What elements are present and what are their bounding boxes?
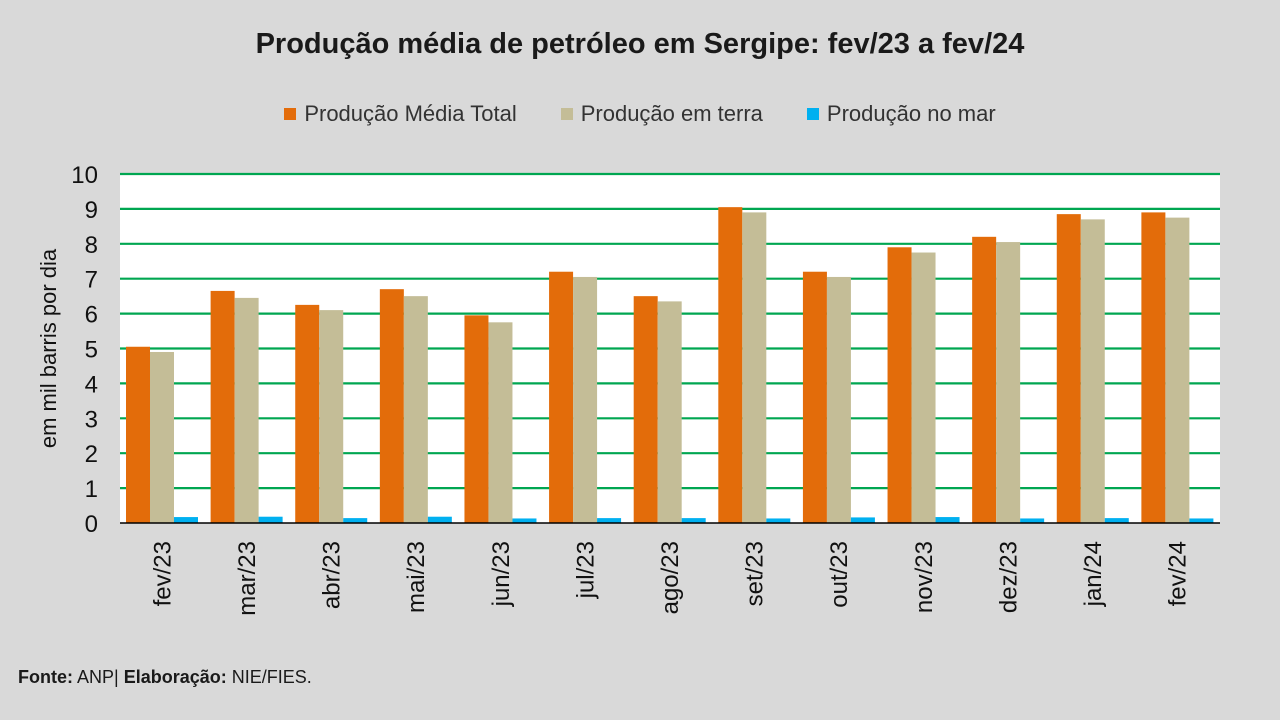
x-tick-label: jul/23 (572, 541, 599, 599)
bar (1056, 214, 1081, 523)
x-tick-label: nov/23 (911, 541, 938, 613)
bar (850, 517, 875, 523)
x-tick-label: mai/23 (403, 541, 430, 613)
bar (597, 518, 622, 523)
bar (633, 296, 658, 523)
x-tick-label: out/23 (826, 541, 853, 608)
bar (126, 346, 150, 523)
legend-swatch-total (284, 108, 297, 120)
legend-label-terra: Produção em terra (580, 101, 763, 126)
bar (295, 304, 320, 523)
fonte-value: ANP| (72, 667, 124, 687)
bar (150, 351, 174, 523)
bar (343, 518, 368, 523)
x-tick-label: ago/23 (657, 541, 684, 614)
bar (174, 517, 198, 523)
bar (427, 516, 452, 523)
legend-item-terra: Produção em terra (560, 101, 763, 127)
bar (935, 517, 960, 523)
bar (1141, 212, 1166, 523)
bar (258, 516, 283, 523)
bar (996, 242, 1021, 523)
y-tick-label: 3 (85, 406, 98, 433)
bar (379, 289, 404, 523)
bar (1020, 518, 1045, 523)
bar (488, 322, 513, 523)
bar (512, 518, 537, 523)
y-tick-label: 2 (85, 441, 98, 468)
x-tick-label: fev/23 (149, 541, 176, 606)
y-tick-label: 5 (85, 337, 98, 364)
bar (718, 207, 743, 523)
bar (766, 518, 791, 523)
y-tick-label: 4 (85, 371, 98, 398)
y-tick-label: 1 (85, 476, 98, 503)
bar (1165, 217, 1190, 523)
bar (826, 276, 851, 523)
legend: Produção Média Total Produção em terra P… (0, 101, 1280, 127)
x-tick-label: abr/23 (319, 541, 346, 609)
x-tick-label: mar/23 (234, 541, 261, 616)
bar (972, 236, 997, 523)
bar (1189, 518, 1214, 523)
legend-item-mar: Produção no mar (806, 101, 996, 127)
elaboracao-value: NIE/FIES. (226, 667, 312, 687)
bar (464, 315, 489, 523)
bar (1080, 219, 1105, 523)
y-tick-label: 6 (85, 302, 98, 329)
elaboracao-label: Elaboração: (123, 667, 227, 687)
bar (1104, 518, 1129, 523)
legend-swatch-terra (560, 108, 573, 120)
legend-label-mar: Produção no mar (826, 101, 996, 126)
x-tick-label: fev/24 (1165, 541, 1192, 606)
bar (549, 271, 574, 523)
bar (802, 271, 827, 523)
y-tick-label: 10 (71, 162, 98, 189)
bar (403, 296, 428, 523)
legend-swatch-mar (806, 108, 819, 120)
bar (319, 310, 344, 523)
bar (234, 297, 259, 523)
bar (742, 212, 767, 523)
bar (911, 252, 936, 523)
fonte-label: Fonte: (18, 667, 73, 687)
bar (573, 276, 598, 523)
legend-label-total: Produção Média Total (304, 101, 517, 126)
y-tick-label: 7 (85, 267, 98, 294)
x-tick-label: jun/23 (488, 541, 515, 607)
x-tick-label: set/23 (742, 541, 769, 606)
x-tick-label: dez/23 (995, 541, 1022, 613)
bar (681, 518, 706, 523)
y-tick-label: 0 (85, 511, 98, 538)
footer: Fonte: ANP| Elaboração: NIE/FIES. (18, 667, 312, 688)
x-tick-label: jan/24 (1080, 541, 1107, 607)
bar (210, 290, 235, 523)
legend-item-total: Produção Média Total (284, 101, 517, 127)
bar (887, 247, 912, 524)
y-axis-label: em mil barris por dia (36, 248, 61, 448)
chart-title: Produção média de petróleo em Sergipe: f… (255, 28, 1025, 60)
bar (657, 301, 682, 523)
y-tick-label: 9 (85, 197, 98, 224)
y-tick-label: 8 (85, 232, 98, 259)
